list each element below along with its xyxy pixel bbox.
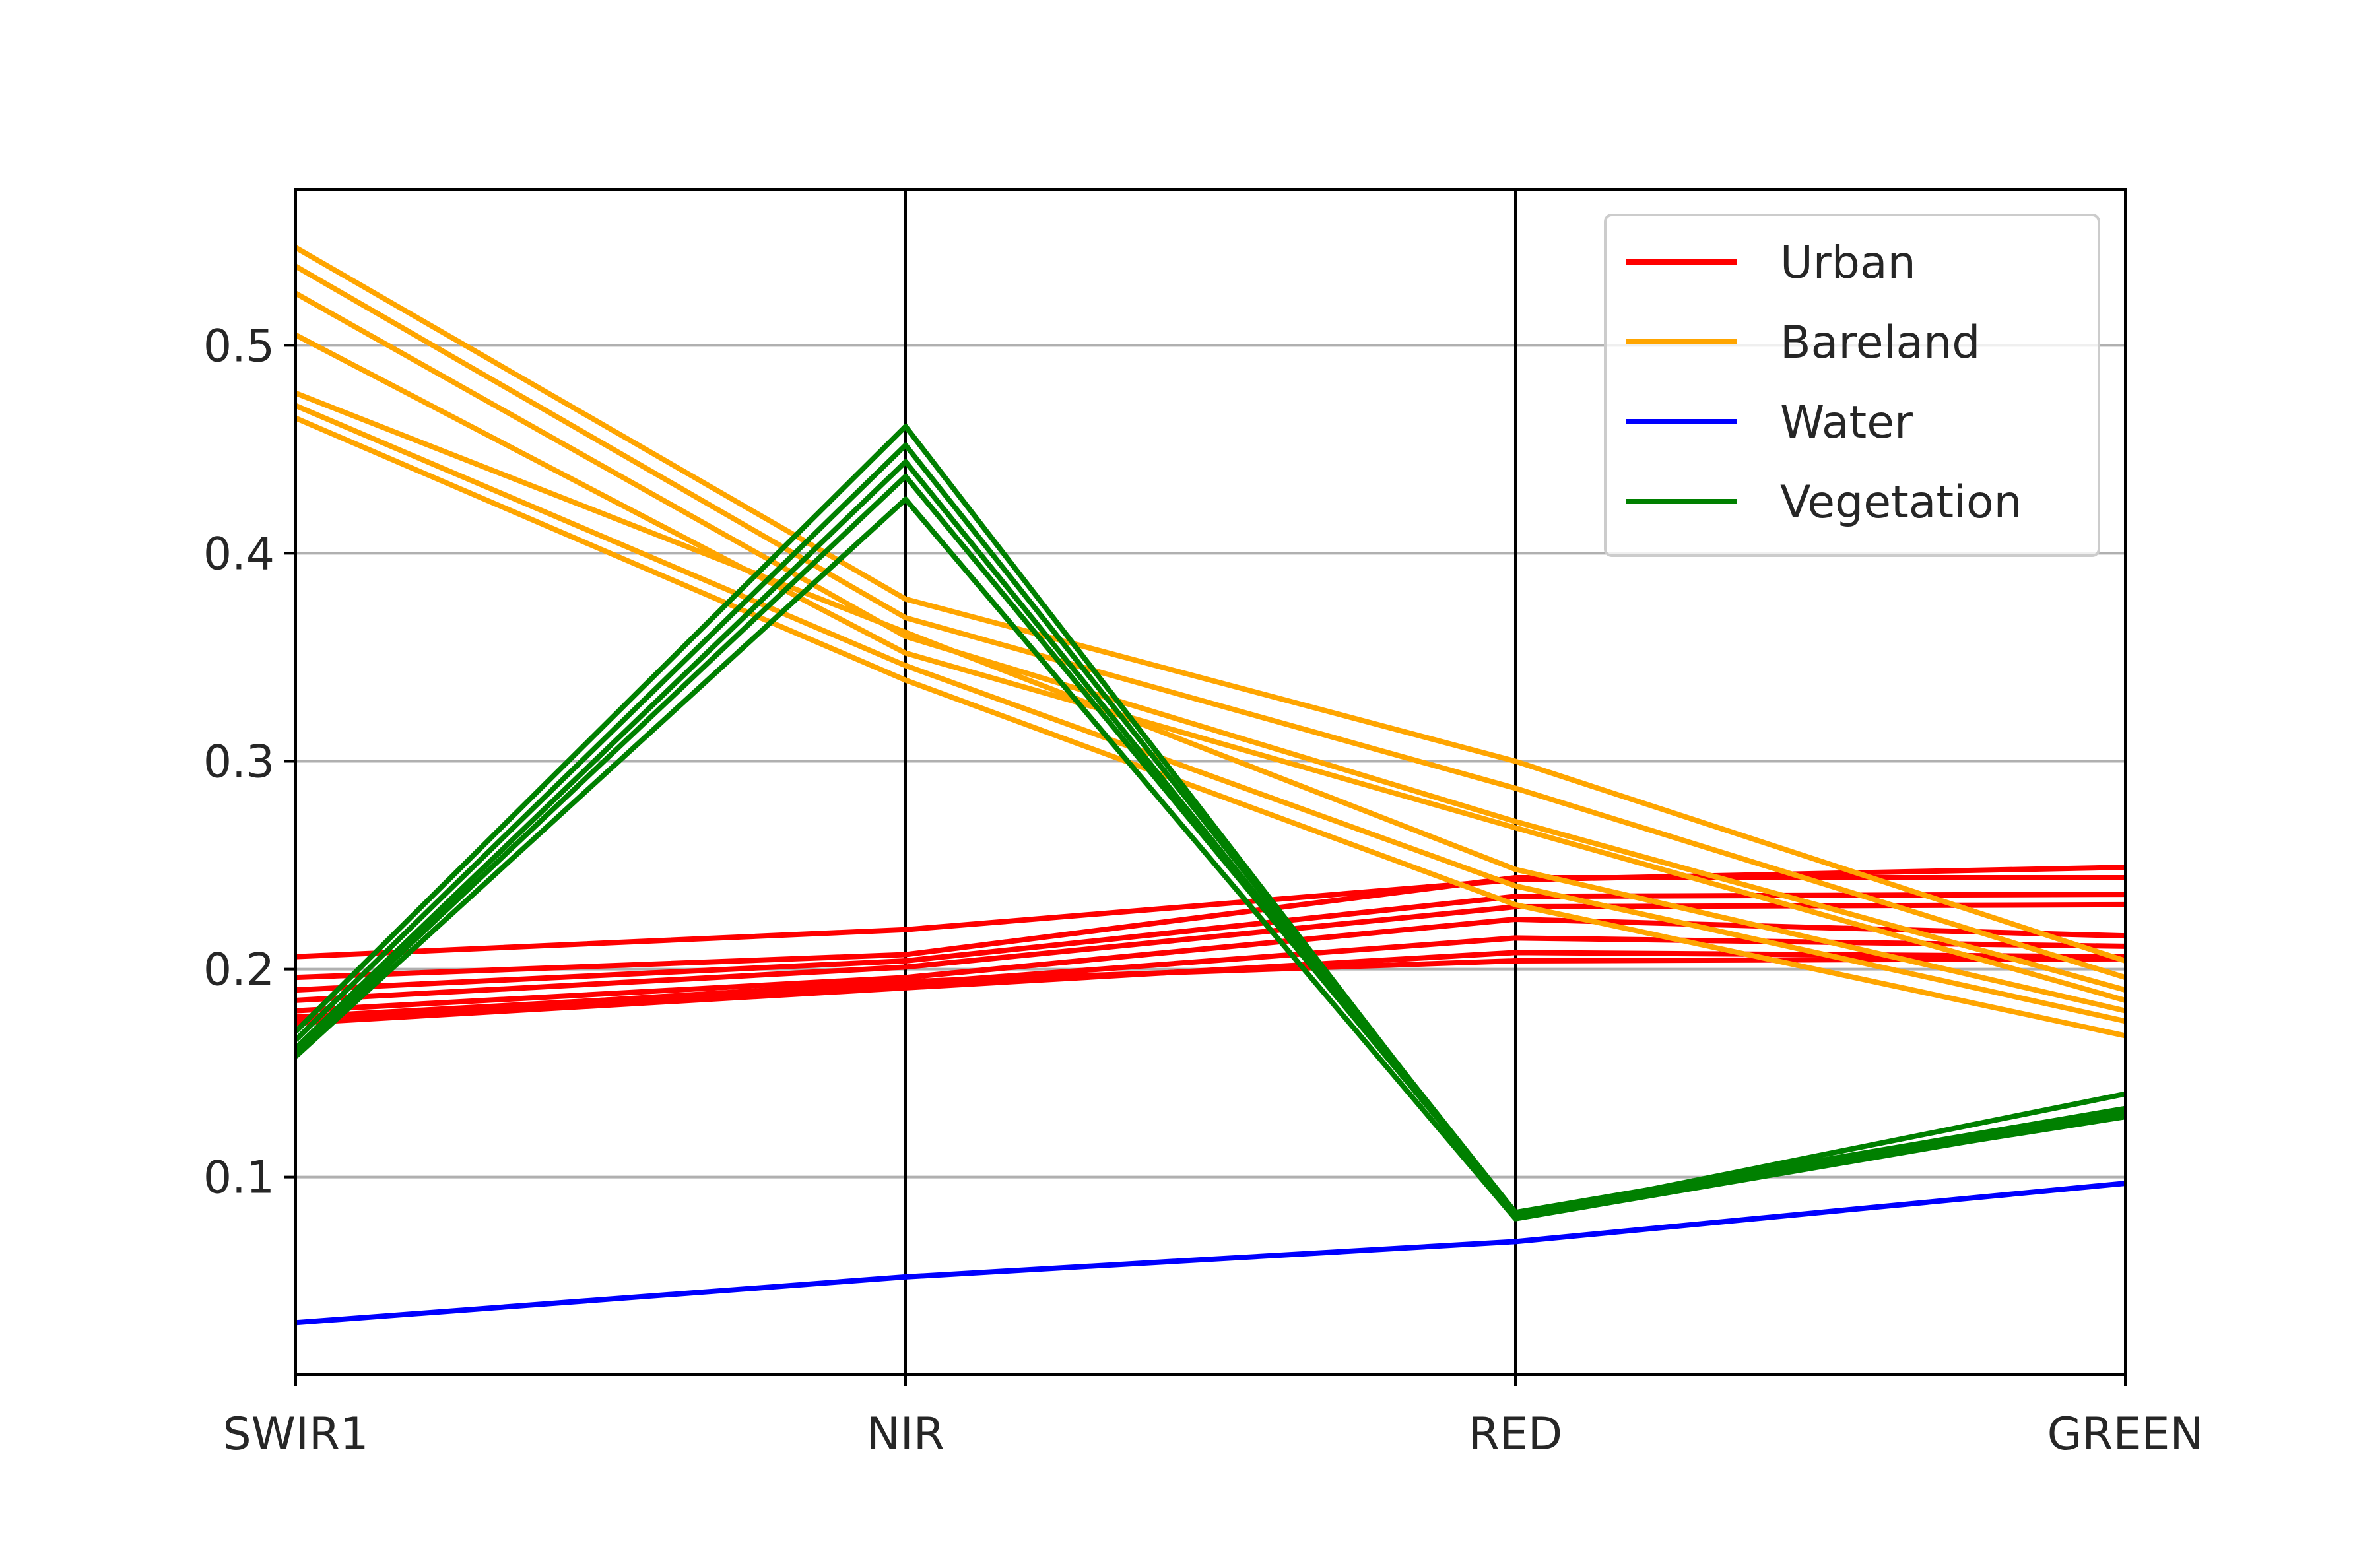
- frame-layer: [294, 188, 2127, 1376]
- xtick-label-swir1: SWIR1: [223, 1408, 369, 1460]
- legend-label-water: Water: [1780, 397, 1913, 449]
- xtick-label-red: RED: [1469, 1408, 1563, 1460]
- series-line-water-15: [295, 1181, 2126, 1326]
- ytick-label-2: 0.3: [203, 736, 275, 788]
- legend: Urban Bareland Water Vegetation: [1604, 214, 2100, 557]
- series-line-bareland-10: [294, 291, 2127, 993]
- ytick-label-0: 0.1: [203, 1152, 275, 1204]
- series-line-urban-1: [295, 874, 2125, 981]
- xtick-label-nir: NIR: [867, 1408, 945, 1460]
- xtick-label-green: GREEN: [2047, 1408, 2204, 1460]
- series-line-urban-7: [295, 956, 2126, 1022]
- ticks-layer: 0.1 0.2 0.3 0.4 0.5 SWIR1 NIR RED GREEN: [203, 320, 2204, 1460]
- series-line-urban-0: [295, 865, 2126, 960]
- series-line-bareland-8: [294, 245, 2127, 964]
- series-line-bareland-13: [294, 403, 2126, 1024]
- series-line-bareland-9: [294, 264, 2127, 981]
- series-line-vegetation-17: [294, 442, 2126, 1216]
- series-line-vegetation-20: [294, 496, 2126, 1222]
- legend-label-vegetation: Vegetation: [1780, 476, 2022, 529]
- series-line-bareland-11: [294, 333, 2127, 1003]
- plot-frame: [294, 188, 2127, 1376]
- series-layer: [294, 245, 2127, 1326]
- legend-box: [1604, 214, 2100, 557]
- series-line-urban-2: [295, 892, 2126, 993]
- legend-label-urban: Urban: [1780, 237, 1916, 289]
- legend-label-bareland: Bareland: [1780, 317, 1980, 369]
- series-line-vegetation-16: [294, 424, 2126, 1220]
- series-line-bareland-12: [294, 391, 2126, 1014]
- ytick-label-4: 0.5: [203, 320, 275, 372]
- ytick-label-3: 0.4: [203, 528, 275, 580]
- series-line-urban-4: [295, 916, 2126, 1014]
- ytick-label-1: 0.2: [203, 944, 275, 996]
- series-line-bareland-14: [294, 415, 2126, 1039]
